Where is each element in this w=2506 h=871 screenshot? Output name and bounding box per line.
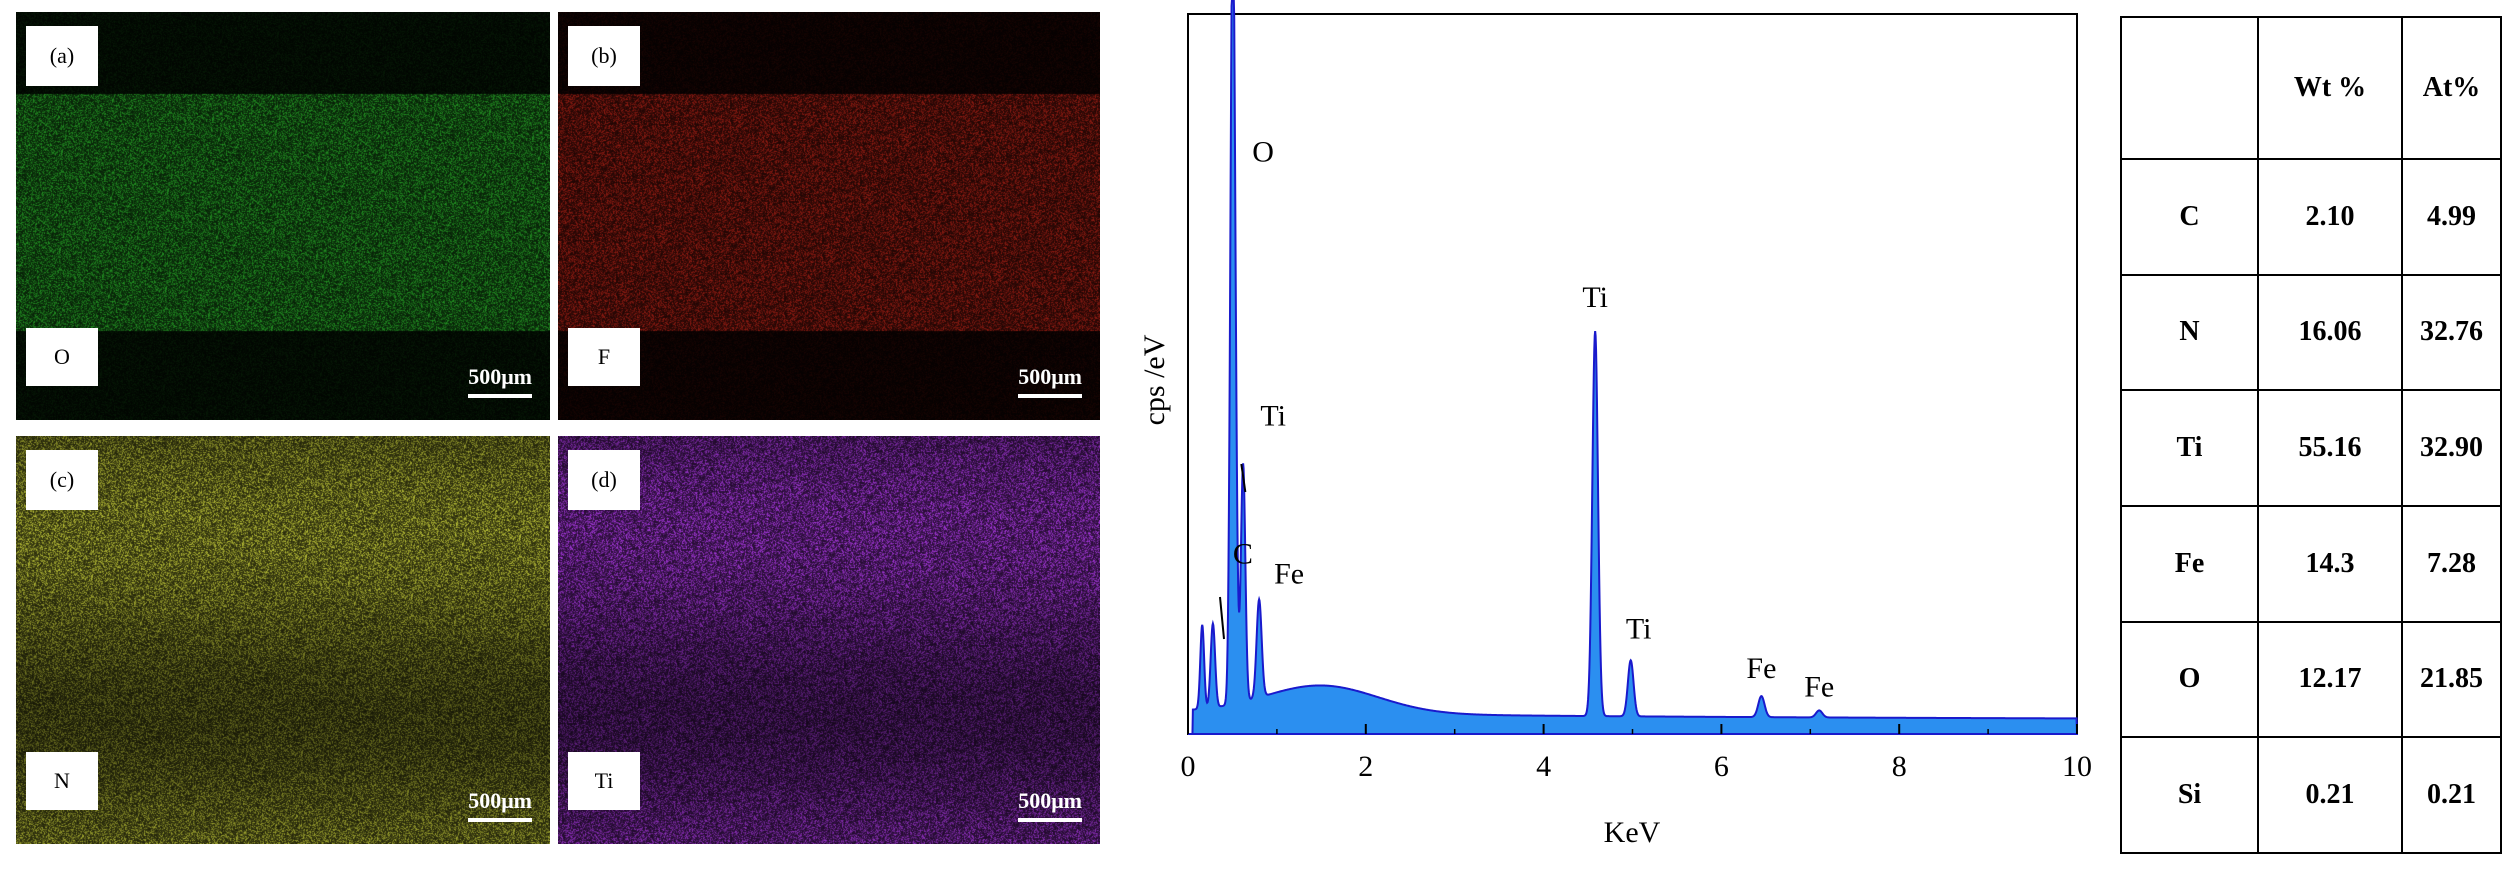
x-axis-label: KeV [1604,816,1661,849]
scale-bar: 500μm [1018,788,1082,822]
table-row: Si 0.21 0.21 [2120,736,2502,854]
scale-bar-line [468,818,532,822]
table-cell: 14.3 [2257,504,2403,623]
map-image-ti [558,436,1100,844]
scale-bar: 500μm [1018,364,1082,398]
map-image-o [16,12,550,420]
table-header-row: Wt % At% [2120,16,2502,160]
peak-label: Ti [1582,281,1608,314]
y-axis-label: cps /eV [1140,334,1171,425]
peak-label: Fe [1746,652,1776,685]
x-tick-label: 4 [1536,750,1551,783]
table-row: O 12.17 21.85 [2120,620,2502,739]
map-panel-c: (c) N 500μm [16,436,550,844]
scale-label: 500μm [1018,364,1082,389]
table-cell: 21.85 [2401,620,2502,739]
table-row: C 2.10 4.99 [2120,158,2502,276]
table-cell: 0.21 [2257,736,2403,854]
table-cell: 16.06 [2257,273,2403,392]
peak-arrow [1240,463,1247,493]
table-row: Fe 14.3 7.28 [2120,504,2502,623]
spectrum-area [1188,0,2079,735]
scale-label: 500μm [1018,788,1082,813]
x-tick-label: 10 [2062,750,2092,783]
x-tick-label: 8 [1892,750,1907,783]
table-cell: 55.16 [2257,389,2403,507]
panel-tag: (b) [568,26,640,86]
peak-label: Fe [1804,670,1834,703]
element-label: O [26,328,98,386]
table-row: Ti 55.16 32.90 [2120,389,2502,507]
panel-tag: (c) [26,450,98,510]
composition-table: Wt % At% C 2.10 4.99 N 16.06 32.76 Ti 55… [2120,16,2502,854]
peak-label: Fe [1274,557,1304,590]
x-tick-label: 6 [1714,750,1729,783]
element-label: Ti [568,752,640,810]
table-cell: 32.76 [2401,273,2502,392]
scale-label: 500μm [468,788,532,813]
table-cell: Ti [2120,389,2259,507]
map-panel-a: (a) O 500μm [16,12,550,420]
table-cell: 2.10 [2257,158,2403,276]
table-cell: 0.21 [2401,736,2502,854]
map-panel-b: (b) F 500μm [558,12,1100,420]
peak-arrow [1219,596,1225,640]
scale-bar-line [468,394,532,398]
panel-tag: (d) [568,450,640,510]
map-image-f [558,12,1100,420]
peak-label: O [1252,135,1274,168]
scale-bar-line [1018,394,1082,398]
table-cell: 7.28 [2401,504,2502,623]
peak-label: Ti [1260,399,1286,432]
table-row: N 16.06 32.76 [2120,273,2502,392]
table-header-cell [2120,16,2259,160]
table-header-cell: At% [2401,16,2502,160]
peak-label: C [1233,538,1253,571]
scale-bar-line [1018,818,1082,822]
table-header-cell: Wt % [2257,16,2403,160]
x-tick-label: 2 [1358,750,1373,783]
panel-tag: (a) [26,26,98,86]
map-image-n [16,436,550,844]
table-cell: 32.90 [2401,389,2502,507]
peak-label: Ti [1626,612,1652,645]
element-label: F [568,328,640,386]
scale-bar: 500μm [468,788,532,822]
element-label: N [26,752,98,810]
map-panel-d: (d) Ti 500μm [558,436,1100,844]
table-cell: Fe [2120,504,2259,623]
table-cell: O [2120,620,2259,739]
table-cell: 12.17 [2257,620,2403,739]
x-tick-label: 0 [1181,750,1196,783]
scale-label: 500μm [468,364,532,389]
table-cell: C [2120,158,2259,276]
scale-bar: 500μm [468,364,532,398]
table-cell: N [2120,273,2259,392]
table-cell: 4.99 [2401,158,2502,276]
table-cell: Si [2120,736,2259,854]
